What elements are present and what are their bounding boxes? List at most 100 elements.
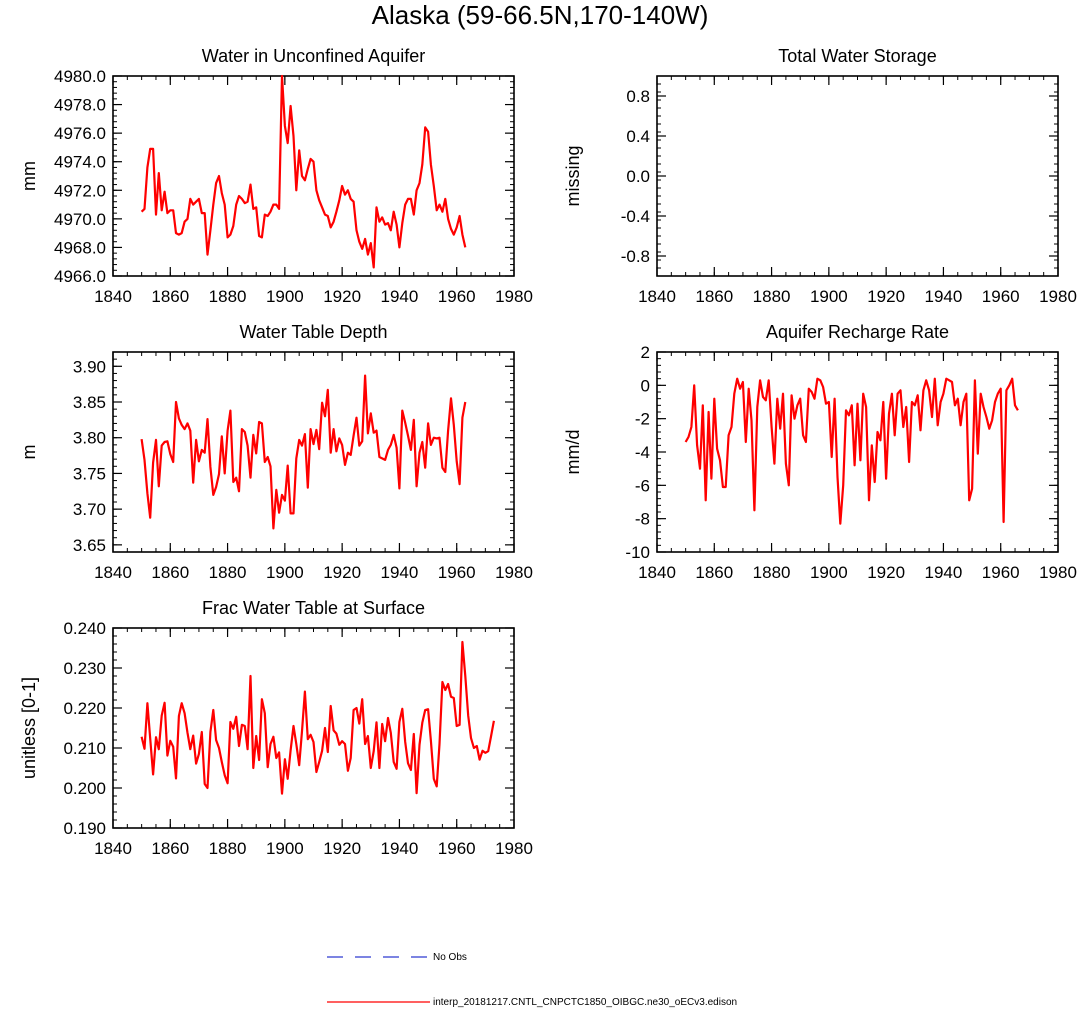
legend-obs-label: No Obs [433,952,467,963]
plot-frame [656,75,1059,277]
y-axis-label: mm/d [563,430,583,475]
y-tick-label: 0.230 [63,659,106,678]
y-tick-label: 3.90 [73,357,106,376]
x-tick-label: 1840 [638,287,676,306]
series-line [684,377,1019,525]
y-tick-label: 4966.0 [54,267,106,286]
x-tick-label: 1980 [1039,563,1077,582]
y-tick-label: 4974.0 [54,153,106,172]
chart-title: Water Table Depth [239,322,387,342]
x-tick-label: 1860 [151,287,189,306]
y-tick-label: 3.70 [73,500,106,519]
legend-model-label: interp_20181217.CNTL_CNPCTC1850_OIBGC.ne… [433,997,737,1008]
y-axis-label: m [19,445,39,460]
y-tick-label: -4 [635,443,650,462]
y-tick-label: 2 [641,343,650,362]
x-tick-label: 1940 [925,287,963,306]
panel-1: 1840 1860 1880 1900 1920 1940 1960 1980 4966.0 49… [19,46,533,306]
x-tick-label: 1860 [695,563,733,582]
x-tick-label: 1940 [381,563,419,582]
y-tick-label: 0.220 [63,699,106,718]
x-tick-label: 1880 [209,563,247,582]
panel-3: 1840 1860 1880 1900 1920 1940 1960 1980 3.65 3.70… [19,322,533,582]
x-tick-label: 1840 [638,563,676,582]
panel-2: 1840 1860 1880 1900 1920 1940 1960 1980 -0.8 -0.4… [563,46,1077,306]
plot-frame [112,627,515,829]
y-tick-label: 4978.0 [54,96,106,115]
y-tick-label: 0.8 [626,87,650,106]
minor-ticks [656,75,1059,277]
x-tick-label: 1840 [94,287,132,306]
y-tick-label: 0.200 [63,779,106,798]
y-tick-label: 3.85 [73,393,106,412]
y-tick-label: 4970.0 [54,210,106,229]
y-axis-label: unitless [0-1] [19,677,39,779]
x-tick-label: 1960 [438,563,476,582]
x-tick-label: 1920 [867,563,905,582]
x-tick-label: 1980 [495,839,533,858]
y-tick-label: 0 [641,376,650,395]
x-tick-label: 1900 [810,287,848,306]
y-tick-label: 3.75 [73,464,106,483]
x-tick-label: 1940 [381,287,419,306]
y-tick-label: 4976.0 [54,124,106,143]
chart-title: Aquifer Recharge Rate [766,322,949,342]
x-tick-label: 1860 [151,839,189,858]
series-line [140,374,467,530]
y-tick-label: 0.0 [626,167,650,186]
x-tick-label: 1980 [495,287,533,306]
y-tick-label: -6 [635,476,650,495]
x-tick-label: 1880 [753,287,791,306]
y-tick-label: 4968.0 [54,238,106,257]
x-tick-label: 1900 [266,839,304,858]
plot-frame [656,351,1059,553]
x-tick-label: 1960 [438,287,476,306]
minor-ticks [112,75,515,277]
x-tick-label: 1900 [266,287,304,306]
x-tick-label: 1860 [695,287,733,306]
y-tick-label: -10 [625,543,650,562]
y-tick-label: -8 [635,510,650,529]
x-tick-label: 1940 [925,563,963,582]
panel-4: 1840 1860 1880 1900 1920 1940 1960 1980 -10 -8 -6 -… [563,322,1077,582]
minor-ticks [112,627,515,829]
y-tick-label: 0.190 [63,819,106,838]
x-tick-label: 1920 [323,839,361,858]
y-axis-label: missing [563,145,583,206]
x-tick-label: 1900 [266,563,304,582]
chart-title: Water in Unconfined Aquifer [202,46,425,66]
x-tick-label: 1880 [753,563,791,582]
x-tick-label: 1920 [323,287,361,306]
x-tick-label: 1920 [867,287,905,306]
panel-5: 1840 1860 1880 1900 1920 1940 1960 1980 0.190 0.2… [19,598,533,858]
x-tick-label: 1980 [1039,287,1077,306]
series-line [140,640,495,795]
x-tick-label: 1960 [982,287,1020,306]
y-tick-label: 4980.0 [54,67,106,86]
x-tick-label: 1860 [151,563,189,582]
x-tick-label: 1840 [94,839,132,858]
y-tick-label: -0.4 [621,207,650,226]
y-tick-label: 3.65 [73,536,106,555]
x-tick-label: 1940 [381,839,419,858]
y-tick-label: 0.210 [63,739,106,758]
series-line [140,74,467,269]
y-tick-label: 0.4 [626,127,650,146]
x-tick-label: 1960 [438,839,476,858]
chart-title: Frac Water Table at Surface [202,598,425,618]
x-tick-label: 1920 [323,563,361,582]
chart-title: Total Water Storage [778,46,936,66]
y-tick-label: 3.80 [73,429,106,448]
x-tick-label: 1880 [209,839,247,858]
page-title: Alaska (59-66.5N,170-140W) [371,0,709,30]
plot-frame [112,351,515,553]
y-axis-label: mm [19,161,39,191]
plot-frame [112,75,515,277]
legend: No Obs interp_20181217.CNTL_CNPCTC1850_O… [327,952,737,1008]
x-tick-label: 1900 [810,563,848,582]
x-tick-label: 1980 [495,563,533,582]
x-tick-label: 1840 [94,563,132,582]
x-tick-label: 1880 [209,287,247,306]
y-tick-label: 4972.0 [54,181,106,200]
